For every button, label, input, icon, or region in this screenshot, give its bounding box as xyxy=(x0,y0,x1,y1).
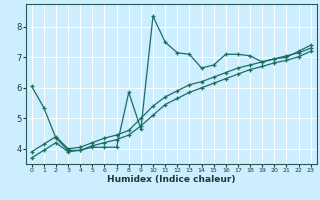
X-axis label: Humidex (Indice chaleur): Humidex (Indice chaleur) xyxy=(107,175,236,184)
